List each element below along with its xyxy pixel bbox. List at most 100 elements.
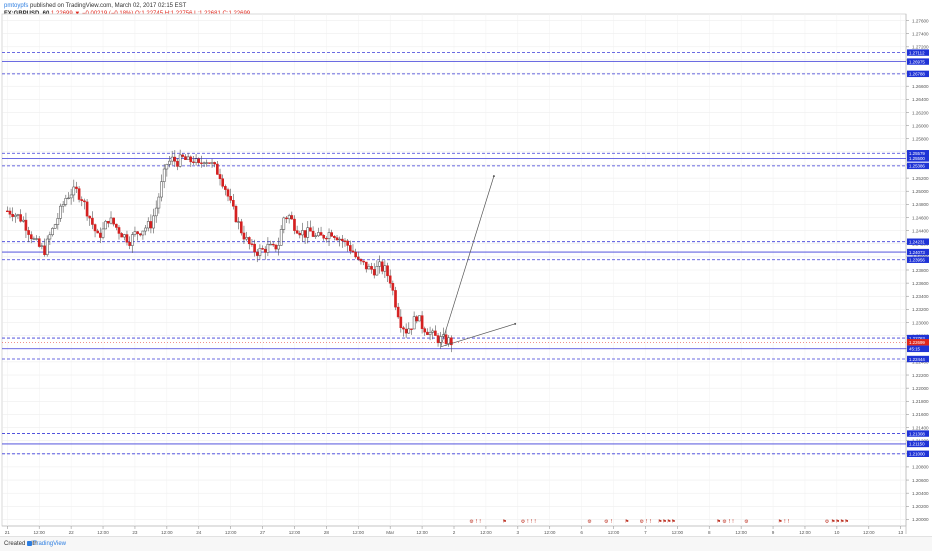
- price-tick-label: 1.26400: [912, 97, 929, 102]
- event-marker-icon: ⚑ ! !: [778, 519, 790, 525]
- level-price-label: 1.26788: [909, 72, 925, 77]
- price-tick-label: 1.20400: [912, 491, 929, 496]
- candle-body: [311, 230, 315, 237]
- candle-body: [367, 266, 371, 270]
- candle-body: [362, 260, 365, 263]
- level-price-tag: [907, 440, 929, 448]
- price-tick-label: 1.26200: [912, 110, 929, 115]
- price-chart[interactable]: 1.276001.274001.272001.270001.268001.266…: [0, 0, 932, 536]
- candle-body: [69, 194, 73, 199]
- candle-body: [423, 328, 427, 333]
- candle-body: [263, 248, 267, 253]
- candle-body: [333, 235, 336, 238]
- level-price-label: 1.21150: [909, 442, 925, 447]
- time-axis: 21 12:00 22 12:00 23 12:00 24 12:00 27 12:00 28 12:…: [5, 14, 904, 535]
- event-marker-icon: ⚙ ! !: [640, 519, 652, 525]
- time-tick-label: 12:00: [735, 530, 747, 535]
- candle-body: [364, 261, 368, 270]
- candle-body: [6, 210, 9, 212]
- candle-body: [173, 156, 177, 162]
- time-tick-label: 12:00: [161, 530, 173, 535]
- price-tick-label: 1.23400: [912, 294, 929, 299]
- time-tick-label: 12:00: [97, 530, 109, 535]
- candle-body: [356, 256, 360, 260]
- candle-body: [407, 328, 411, 334]
- candle-body: [394, 290, 397, 308]
- candle-body: [239, 221, 243, 234]
- candle-body: [247, 237, 251, 245]
- time-tick-label: 12:00: [608, 530, 620, 535]
- candles: [6, 149, 453, 353]
- candle-body: [8, 210, 12, 215]
- price-tick-label: 1.22000: [912, 386, 929, 391]
- candle-body: [226, 189, 230, 197]
- price-tick-label: 1.23200: [912, 307, 929, 312]
- candle-body: [115, 223, 118, 228]
- candle-body: [109, 217, 113, 224]
- candle-body: [13, 214, 17, 217]
- candle-body: [410, 328, 413, 330]
- level-price-label: 1.26975: [909, 59, 925, 64]
- candle-body: [216, 163, 219, 175]
- candle-body: [380, 261, 384, 272]
- price-tick-label: 1.26000: [912, 123, 929, 128]
- candle-body: [162, 168, 166, 182]
- candle-body: [351, 250, 355, 253]
- candle-body: [434, 330, 437, 336]
- candle-body: [370, 266, 373, 270]
- candle-body: [232, 200, 235, 207]
- event-marker-icon: ⚑⚑⚑⚑: [658, 519, 676, 525]
- level-price-label: 1.21308: [909, 431, 925, 436]
- trendline-handle: [492, 175, 495, 178]
- time-tick-label: Mar: [386, 530, 394, 535]
- author-link[interactable]: pmtoypfs: [4, 3, 29, 9]
- candle-body: [133, 231, 137, 235]
- candle-body: [420, 315, 424, 329]
- tradingview-link[interactable]: TradingView: [33, 541, 67, 547]
- price-tick-label: 1.20000: [912, 517, 929, 522]
- level-price-tag: [907, 162, 929, 170]
- candle-body: [51, 228, 54, 236]
- candle-body: [301, 230, 304, 236]
- candle-body: [192, 161, 195, 163]
- candle-body: [426, 331, 429, 335]
- candle-body: [157, 196, 161, 209]
- candle-body: [91, 217, 94, 225]
- candle-body: [146, 221, 150, 229]
- candle-body: [101, 228, 105, 238]
- price-tick-label: 1.20200: [912, 504, 929, 509]
- current-price-tag: [907, 339, 929, 346]
- candle-body: [59, 205, 62, 219]
- level-price-tag: [907, 150, 929, 157]
- level-price-tag: [907, 49, 929, 56]
- price-tick-label: 1.24600: [912, 215, 929, 220]
- candle-body: [120, 233, 123, 238]
- event-marker-icon: ⚙: [744, 519, 749, 525]
- candle-body: [93, 224, 97, 232]
- candle-body: [117, 227, 121, 234]
- trendline: [440, 176, 495, 347]
- price-tick-label: 1.27200: [912, 45, 929, 50]
- time-tick-label: 12:00: [33, 530, 45, 535]
- candle-body: [399, 316, 403, 328]
- candle-body: [348, 245, 352, 252]
- published-text: published on TradingView.com, March 02, …: [30, 3, 187, 9]
- candle-body: [170, 156, 174, 162]
- candle-body: [298, 232, 302, 236]
- price-tick-label: 1.23000: [912, 320, 929, 325]
- level-price-tag: [907, 248, 929, 256]
- candle-body: [271, 243, 275, 246]
- time-tick-label: 12:00: [289, 530, 301, 535]
- current-price-label: 1.22699: [909, 340, 925, 345]
- candle-body: [213, 162, 217, 165]
- candle-body: [293, 218, 296, 231]
- candle-body: [144, 227, 147, 232]
- candle-body: [178, 154, 182, 167]
- candle-body: [325, 237, 328, 240]
- level-price-label: 1.21000: [909, 452, 925, 457]
- candle-body: [64, 198, 68, 205]
- candle-body: [436, 335, 440, 344]
- tradingview-logo-icon: [27, 541, 32, 546]
- candle-body: [186, 156, 190, 161]
